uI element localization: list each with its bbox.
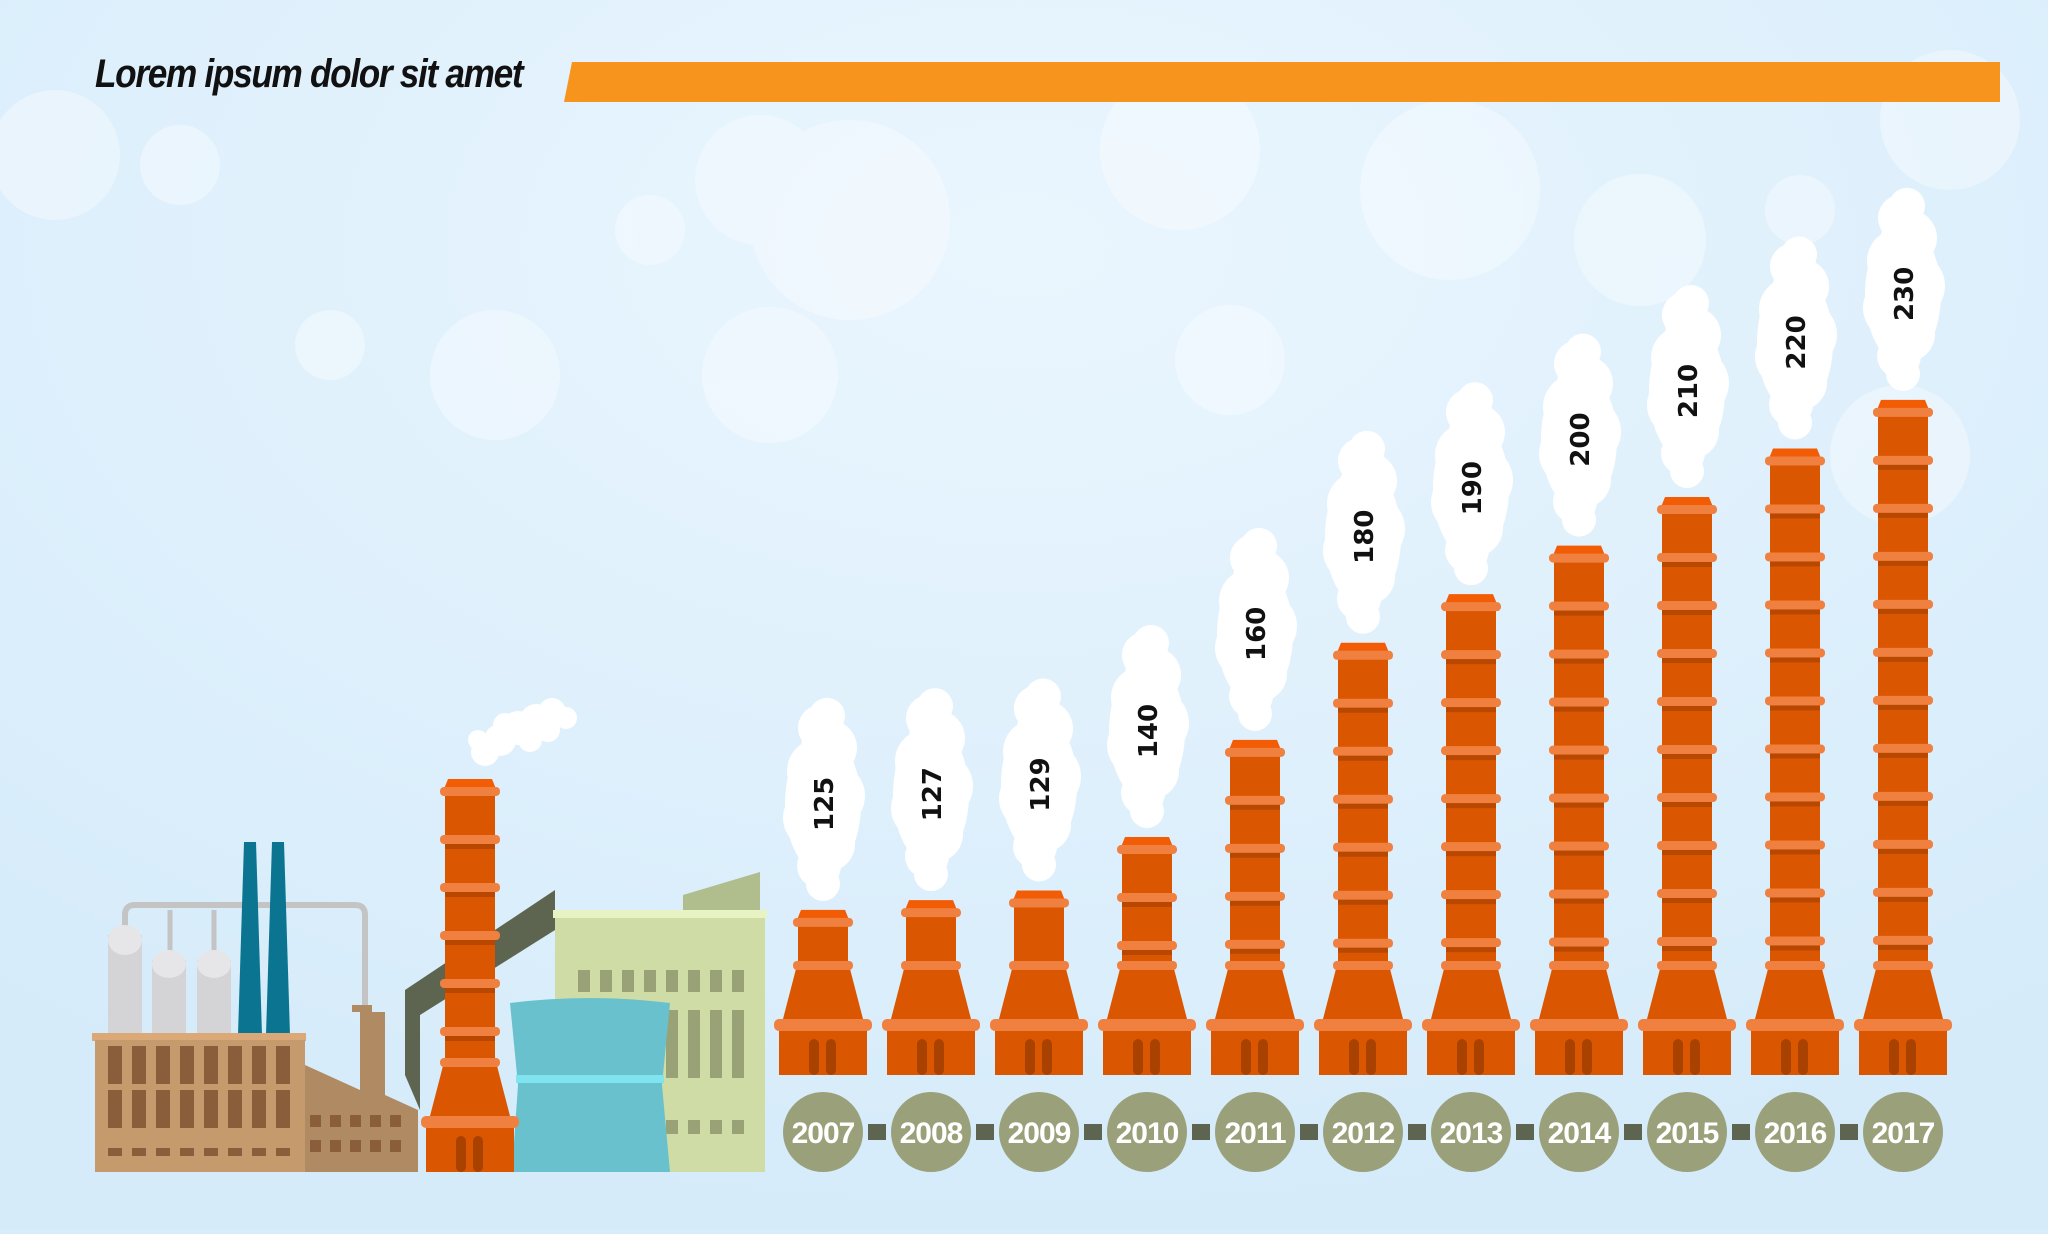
smoke-cloud-2007 [783, 697, 865, 901]
year-label: 2009 [1008, 1117, 1071, 1150]
smoke-cloud-2011 [1215, 527, 1297, 731]
year-circle [1539, 1092, 1619, 1172]
year-circle [1647, 1092, 1727, 1172]
page-title: Lorem ipsum dolor sit amet [95, 52, 524, 96]
data-label: 129 [1026, 757, 1056, 811]
data-label: 180 [1350, 510, 1380, 564]
year-circle [1755, 1092, 1835, 1172]
data-label: 230 [1890, 267, 1920, 321]
bokeh-background [0, 50, 2020, 525]
chimney-bar-2015 [1638, 497, 1736, 1075]
year-connector [1300, 1124, 1318, 1140]
smoke-cloud-2012 [1323, 430, 1405, 634]
year-connector [1084, 1124, 1102, 1140]
chimney-bar-2010 [1098, 837, 1196, 1075]
year-connector [1192, 1124, 1210, 1140]
year-circle [783, 1092, 863, 1172]
decorative-chimney-stack [421, 779, 519, 1172]
year-label: 2016 [1764, 1117, 1827, 1150]
year-circle [999, 1092, 1079, 1172]
year-connector [1408, 1124, 1426, 1140]
chimney-bar-2011 [1206, 739, 1304, 1075]
smoke-cloud-2010 [1107, 625, 1189, 829]
data-label: 190 [1458, 461, 1488, 515]
year-label: 2011 [1224, 1117, 1285, 1150]
year-circle [1323, 1092, 1403, 1172]
smoke-cloud-2008 [891, 688, 973, 892]
year-label: 2014 [1548, 1117, 1612, 1150]
factory-illustration [92, 842, 767, 1172]
smoke-cloud-2015 [1647, 285, 1729, 489]
smoke-cloud-2016 [1755, 236, 1837, 440]
year-label: 2007 [792, 1117, 855, 1150]
year-connector [1624, 1124, 1642, 1140]
year-label: 2013 [1440, 1117, 1503, 1150]
year-circle [891, 1092, 971, 1172]
year-label: 2010 [1116, 1117, 1179, 1150]
data-label: 200 [1566, 412, 1596, 466]
year-label: 2015 [1656, 1117, 1719, 1150]
year-connector [976, 1124, 994, 1140]
year-label: 2012 [1332, 1117, 1395, 1150]
decorative-chimney [421, 698, 577, 1172]
smoke-cloud-2013 [1431, 382, 1513, 586]
data-label: 160 [1242, 607, 1272, 661]
year-circle [1107, 1092, 1187, 1172]
smoke-cloud-2014 [1539, 333, 1621, 537]
year-connector [868, 1124, 886, 1140]
smoke-puff [468, 698, 577, 766]
chimney-bars: 125 127 129 140 160 180 190 200 210 220 230 [774, 187, 1952, 1075]
chimney-bar-2009 [990, 890, 1088, 1075]
data-label: 127 [918, 767, 948, 821]
chimney-bar-2017 [1854, 399, 1952, 1075]
data-label: 210 [1674, 364, 1704, 418]
year-circle [1863, 1092, 1943, 1172]
year-label: 2008 [900, 1117, 963, 1150]
data-label: 140 [1134, 704, 1164, 758]
data-label: 125 [810, 777, 840, 831]
year-label: 2017 [1872, 1117, 1935, 1150]
title-bar [564, 62, 2000, 102]
year-connector [1732, 1124, 1750, 1140]
chimney-bar-2012 [1314, 642, 1412, 1075]
year-connector [1516, 1124, 1534, 1140]
chimney-bar-2008 [882, 900, 980, 1075]
smoke-cloud-2017 [1863, 187, 1945, 391]
year-connector [1840, 1124, 1858, 1140]
smoke-cloud-2009 [999, 678, 1081, 882]
year-circle [1215, 1092, 1295, 1172]
data-label: 220 [1782, 315, 1812, 369]
year-circle [1431, 1092, 1511, 1172]
chimney-bar-2014 [1530, 545, 1628, 1075]
chimney-bar-2016 [1746, 448, 1844, 1075]
year-axis: 2007 2008 2009 2010 2011 2012 2013 2014 2015 2016… [783, 1092, 1943, 1172]
chimney-bar-2013 [1422, 594, 1520, 1075]
chimney-bar-2007 [774, 909, 872, 1075]
